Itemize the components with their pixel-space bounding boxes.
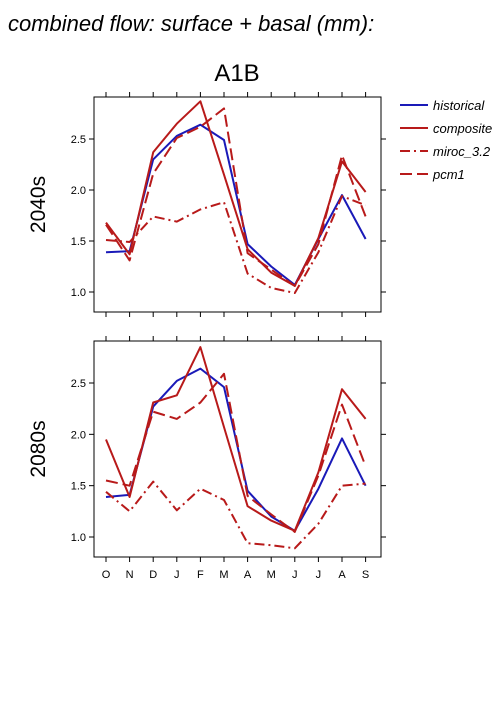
x-tick-label: N (126, 569, 134, 581)
x-tick-label: M (267, 569, 276, 581)
x-tick-label: A (338, 569, 346, 581)
x-tick-label: M (219, 569, 228, 581)
figure-title: combined flow: surface + basal (mm): (8, 11, 374, 36)
x-tick-label: S (362, 569, 369, 581)
y-tick-label: 1.5 (71, 236, 86, 248)
series-line-composite (105, 100, 367, 287)
series-line-miroc-3-2 (105, 480, 366, 550)
series-line-pcm1 (105, 107, 367, 287)
panel-2080s: 1.0 1.5 2.0 2.5 2080s O N D J F M A M J J A S (27, 336, 386, 581)
y-tick-label: 2.5 (71, 134, 86, 146)
panel-label: 2040s (27, 176, 50, 233)
series-line-historical (105, 123, 367, 286)
x-tick-label: J (292, 569, 298, 581)
y-tick-label: 1.0 (71, 287, 86, 299)
x-tick-label: J (316, 569, 322, 581)
panel-2040s: 1.0 1.5 2.0 2.5 2040s (27, 92, 386, 317)
x-tick-label: J (174, 569, 180, 581)
panel-label: 2080s (27, 420, 50, 477)
y-tick-label: 2.5 (71, 378, 86, 390)
x-tick-label: F (197, 569, 204, 581)
legend: historical composite miroc_3.2 pcm1 (400, 98, 492, 182)
x-tick-label: D (149, 569, 157, 581)
series-line-pcm1 (105, 372, 367, 533)
legend-label: composite (433, 121, 492, 136)
plot-frame (93, 96, 382, 313)
legend-label: miroc_3.2 (433, 144, 491, 159)
y-tick-label: 1.0 (71, 532, 86, 544)
series-line-composite (105, 346, 367, 532)
y-tick-label: 2.0 (71, 185, 86, 197)
y-tick-label: 1.5 (71, 481, 86, 493)
plot-frame (93, 340, 382, 558)
x-tick-label: O (102, 569, 111, 581)
y-tick-label: 2.0 (71, 429, 86, 441)
legend-label: historical (433, 98, 485, 113)
legend-label: pcm1 (432, 167, 465, 182)
x-tick-label: A (244, 569, 252, 581)
figure-subtitle: A1B (214, 60, 259, 87)
